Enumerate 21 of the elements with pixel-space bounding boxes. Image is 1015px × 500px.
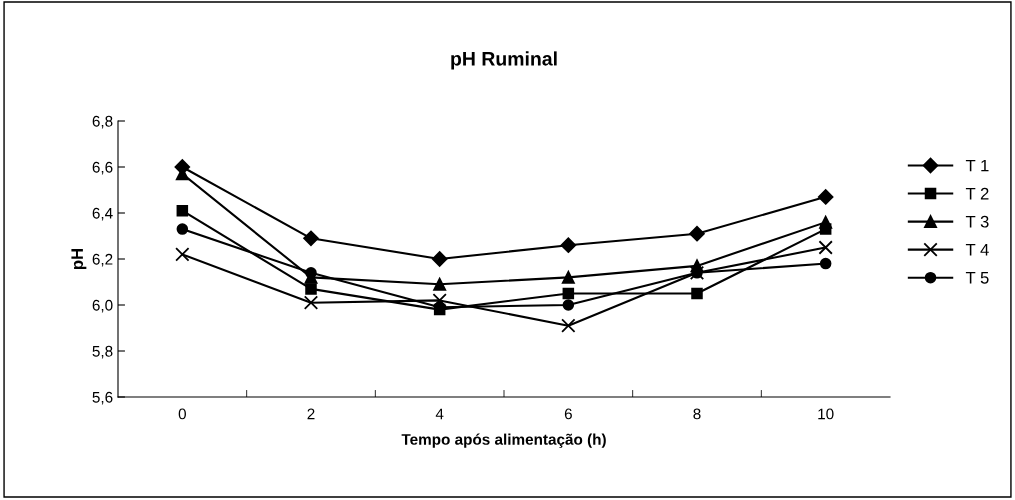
legend-label: T 3 — [965, 215, 989, 228]
x-axis-title: Tempo após alimentação (h) — [401, 433, 606, 448]
y-tick-label: 6,8 — [92, 115, 113, 129]
legend-label: T 1 — [965, 159, 989, 172]
y-tick-label: 6,6 — [92, 161, 113, 175]
chart-title: pH Ruminal — [451, 51, 557, 70]
legend-label: T 5 — [965, 272, 989, 284]
x-tick-label: 0 — [178, 408, 186, 420]
y-tick-label: 6,0 — [92, 299, 113, 313]
x-tick-label: 2 — [307, 408, 315, 420]
x-tick-label: 10 — [818, 408, 834, 420]
y-tick-label: 5,6 — [92, 391, 113, 405]
x-tick-label: 4 — [435, 408, 444, 420]
x-tick-label: 6 — [564, 408, 572, 420]
y-tick-label: 6,2 — [92, 253, 113, 267]
legend-label: T 4 — [965, 244, 989, 256]
y-tick-label: 5,8 — [92, 345, 113, 359]
y-axis-title: pH — [71, 249, 87, 270]
legend-label: T 2 — [965, 187, 989, 200]
y-tick-label: 6,4 — [92, 207, 113, 221]
x-tick-label: 8 — [693, 408, 701, 420]
